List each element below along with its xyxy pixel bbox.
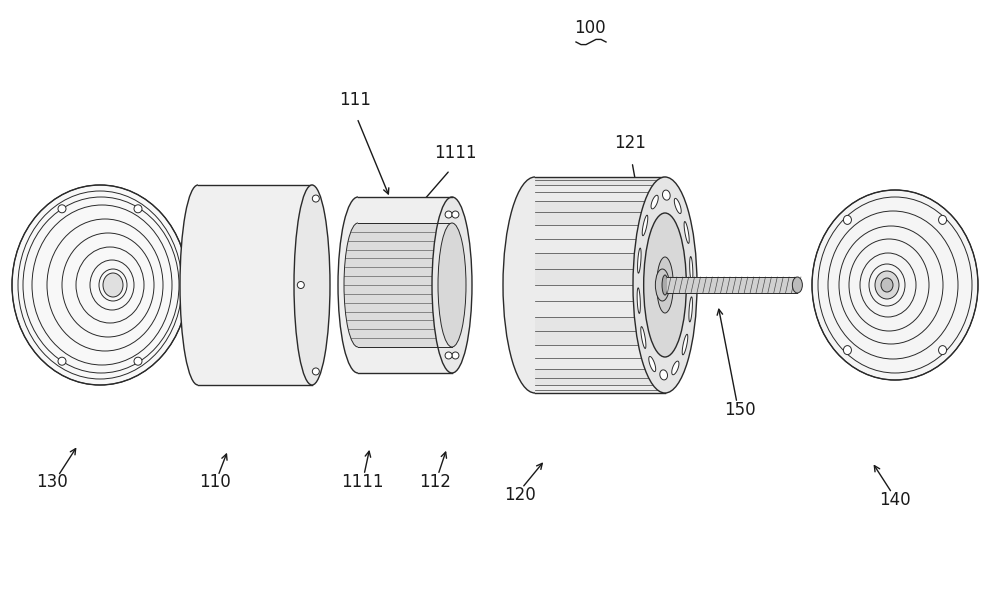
Polygon shape (535, 177, 665, 185)
Ellipse shape (939, 346, 947, 355)
Text: 1111: 1111 (434, 144, 476, 162)
Ellipse shape (644, 213, 686, 357)
Ellipse shape (452, 352, 459, 359)
Polygon shape (535, 317, 665, 345)
Polygon shape (535, 369, 665, 385)
Polygon shape (344, 223, 466, 347)
Polygon shape (649, 356, 656, 372)
Ellipse shape (103, 273, 123, 297)
Polygon shape (637, 288, 640, 313)
Text: 110: 110 (199, 473, 231, 491)
Polygon shape (672, 361, 679, 375)
Polygon shape (690, 256, 693, 282)
Polygon shape (684, 222, 689, 243)
Ellipse shape (438, 223, 466, 347)
Ellipse shape (294, 185, 330, 385)
Polygon shape (662, 190, 670, 200)
Text: 112: 112 (419, 473, 451, 491)
Ellipse shape (452, 211, 459, 218)
Polygon shape (535, 254, 665, 285)
Polygon shape (651, 195, 658, 209)
Polygon shape (503, 177, 697, 393)
Polygon shape (682, 335, 688, 355)
Ellipse shape (12, 185, 188, 385)
Ellipse shape (297, 281, 304, 288)
Ellipse shape (312, 195, 319, 202)
Ellipse shape (134, 205, 142, 213)
Polygon shape (689, 297, 692, 322)
Ellipse shape (875, 271, 899, 299)
Polygon shape (641, 327, 646, 349)
Ellipse shape (134, 357, 142, 365)
Ellipse shape (633, 177, 697, 393)
Polygon shape (642, 215, 648, 236)
Ellipse shape (939, 215, 947, 225)
Ellipse shape (445, 211, 452, 218)
Ellipse shape (655, 269, 669, 301)
Text: 111: 111 (339, 91, 371, 109)
Text: 100: 100 (574, 19, 606, 37)
Ellipse shape (662, 275, 668, 295)
Ellipse shape (58, 357, 66, 365)
Text: 121: 121 (614, 134, 646, 152)
Text: 130: 130 (36, 473, 68, 491)
Polygon shape (674, 199, 681, 213)
Polygon shape (638, 248, 641, 273)
Ellipse shape (843, 215, 851, 225)
Polygon shape (180, 185, 330, 385)
Polygon shape (535, 201, 665, 225)
Ellipse shape (312, 368, 319, 375)
Text: 150: 150 (724, 401, 756, 419)
Text: 1111: 1111 (341, 473, 383, 491)
Ellipse shape (881, 278, 893, 292)
Polygon shape (660, 370, 668, 380)
Ellipse shape (432, 197, 472, 373)
Ellipse shape (843, 346, 851, 355)
Ellipse shape (58, 205, 66, 213)
Ellipse shape (657, 257, 673, 313)
Text: 120: 120 (504, 486, 536, 504)
Polygon shape (338, 197, 472, 373)
Ellipse shape (445, 352, 452, 359)
Bar (667, 277, 797, 293)
Ellipse shape (812, 190, 978, 380)
Text: 140: 140 (879, 491, 911, 509)
Ellipse shape (792, 277, 802, 293)
